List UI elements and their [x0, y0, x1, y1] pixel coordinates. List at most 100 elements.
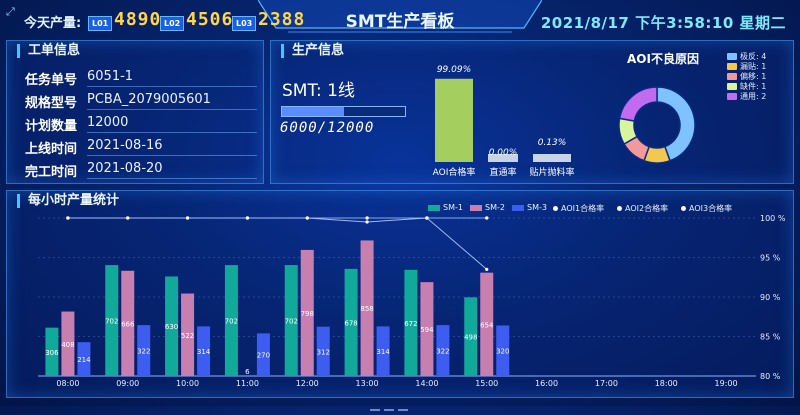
bar-value-label: 672: [404, 320, 417, 328]
page-title: SMT生产看板: [345, 12, 455, 32]
title-frame: [258, 0, 542, 33]
legend-sm3[interactable]: SM-3: [512, 203, 547, 215]
legend-marker: [617, 206, 622, 211]
x-tick-label: 08:00: [56, 379, 79, 388]
line-name: SMT: 1线: [282, 81, 355, 101]
bar-value-label: 858: [360, 305, 373, 313]
line-output-l03: 2388: [258, 9, 306, 30]
aoi-pass-rate-label: AOI合格率: [432, 168, 476, 178]
line-output-l01: 4890: [114, 9, 162, 30]
rate-point: [485, 267, 489, 271]
legend-item-offset: 偏移: 1: [727, 71, 766, 81]
x-tick-label: 13:00: [356, 379, 379, 388]
y2-tick-label: 100 %: [760, 214, 786, 223]
y2-tick-label: 95 %: [760, 254, 781, 263]
info-label: 任务单号: [25, 73, 78, 88]
y2-tick-label: 80 %: [760, 372, 781, 381]
chart-bar: [300, 249, 314, 376]
legend-label: 漏贴: 1: [740, 62, 767, 71]
chart-bar: [360, 240, 374, 376]
legend-label: SM-2: [485, 203, 505, 212]
chart-bar: [45, 327, 59, 376]
hourly-output-chart: 100 % 95 % 90 % 85 % 80 % 08:00 09:00 10:00 11:0…: [38, 214, 786, 388]
line-output-l02: 4506: [186, 9, 234, 30]
legend-swatch: [727, 93, 737, 100]
pick-loss-rate-label: 贴片抛料率: [529, 168, 575, 178]
legend-item-missing-part: 缺件: 1: [727, 81, 766, 91]
info-value: 2021-08-20: [87, 161, 257, 179]
chart-bar: [480, 272, 494, 376]
chart-bar: [77, 342, 91, 376]
chart-bar: [404, 269, 418, 376]
chart-bar: [284, 265, 298, 376]
progress-bar-fill: [282, 107, 344, 116]
info-value: 12000: [87, 115, 257, 133]
bar-value-label: 314: [376, 348, 390, 356]
donut-slice: [618, 86, 658, 122]
bar-value-label: 678: [344, 319, 357, 327]
chart-bar: [224, 265, 238, 376]
bar-value-label: 6: [245, 368, 250, 376]
legend-swatch: [727, 63, 737, 70]
bar-value-label: 312: [317, 348, 330, 356]
chart-bar: [376, 326, 390, 376]
legend-aoi3[interactable]: AOI3合格率: [681, 203, 732, 215]
bar-value-label: 666: [121, 320, 135, 328]
chart-bar: [197, 326, 211, 376]
x-tick-label: 09:00: [116, 379, 139, 388]
legend-swatch: [512, 204, 524, 211]
chart-bar: [464, 297, 478, 376]
legend-swatch: [428, 204, 440, 211]
y2-tick-label: 85 %: [760, 333, 781, 342]
legend-item-reverse: 极反: 4: [727, 51, 766, 61]
legend-swatch: [470, 204, 482, 211]
first-pass-rate-value: 0.00%: [488, 148, 518, 158]
x-tick-label: 10:00: [176, 379, 199, 388]
rate-point: [425, 216, 429, 220]
fullscreen-icon[interactable]: ⤢: [6, 5, 15, 18]
rate-point: [485, 216, 489, 220]
x-tick-label: 15:00: [475, 379, 498, 388]
rate-point: [305, 216, 309, 220]
line-badge-l03: L03: [232, 16, 257, 31]
info-label: 上线时间: [25, 142, 78, 157]
legend-sm2[interactable]: SM-2: [470, 203, 505, 215]
chart-bar: [105, 265, 119, 376]
aoi-defect-donut: [618, 86, 696, 164]
bar-value-label: 522: [181, 332, 194, 340]
bar-value-label: 630: [165, 323, 178, 331]
info-value: 6051-1: [87, 69, 257, 87]
rate-point: [365, 220, 369, 224]
x-tick-label: 18:00: [655, 379, 678, 388]
info-label: 规格型号: [25, 96, 78, 111]
line-badge-l02: L02: [160, 16, 185, 31]
work-info-title: 工单信息: [17, 44, 80, 58]
rate-point: [66, 216, 70, 220]
bar-value-label: 322: [137, 348, 150, 356]
metric-bar: [533, 154, 571, 162]
info-label: 完工时间: [25, 165, 78, 180]
legend-aoi2[interactable]: AOI2合格率: [617, 203, 668, 215]
legend-label: SM-3: [527, 203, 547, 212]
production-title: 生产信息: [281, 44, 344, 58]
rate-point: [185, 216, 190, 220]
legend-label: AOI1合格率: [561, 204, 605, 213]
x-tick-label: 11:00: [236, 379, 259, 388]
bar-value-label: 320: [496, 348, 509, 356]
legend-label: 极反: 4: [740, 52, 767, 61]
x-tick-label: 16:00: [535, 379, 558, 388]
legend-label: 缺件: 1: [740, 82, 767, 91]
progress-bar: [281, 106, 406, 117]
legend-aoi1[interactable]: AOI1合格率: [553, 203, 604, 215]
info-value: PCBA_2079005601: [87, 92, 257, 110]
chart-bar: [316, 326, 330, 376]
legend-sm1[interactable]: SM-1: [428, 203, 463, 215]
rate-point: [245, 216, 250, 220]
metric-bar: [435, 78, 473, 162]
legend-swatch: [727, 53, 737, 60]
info-label: 计划数量: [25, 119, 78, 134]
bar-value-label: 594: [420, 326, 434, 334]
chart-bar: [256, 333, 270, 376]
bar-value-label: 498: [464, 334, 477, 342]
legend-label: 通用: 2: [740, 92, 767, 101]
